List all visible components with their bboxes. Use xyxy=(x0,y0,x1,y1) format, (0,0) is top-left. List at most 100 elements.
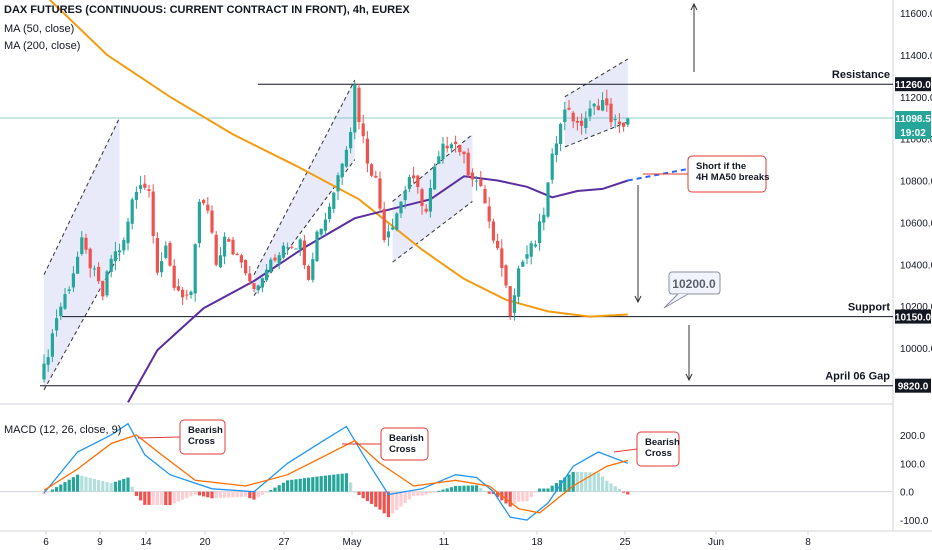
ma50-legend[interactable]: MA (50, close) xyxy=(4,23,75,35)
candle-body[interactable] xyxy=(571,112,575,122)
candle-body[interactable] xyxy=(580,120,584,126)
candle-body[interactable] xyxy=(466,152,470,176)
candle-body[interactable] xyxy=(147,189,151,192)
candle-body[interactable] xyxy=(433,166,437,190)
candle-body[interactable] xyxy=(197,201,201,244)
candle-body[interactable] xyxy=(97,266,101,282)
candle-body[interactable] xyxy=(416,175,420,188)
candle-body[interactable] xyxy=(151,191,155,236)
candle-body[interactable] xyxy=(223,236,227,257)
candle-body[interactable] xyxy=(563,109,567,122)
candle-body[interactable] xyxy=(428,187,432,212)
candle-body[interactable] xyxy=(470,172,474,180)
candle-body[interactable] xyxy=(407,177,411,189)
candle-body[interactable] xyxy=(139,185,143,189)
candle-body[interactable] xyxy=(113,251,117,262)
candle-body[interactable] xyxy=(479,179,483,187)
candle-body[interactable] xyxy=(130,199,134,224)
candle-body[interactable] xyxy=(462,151,466,155)
candle-body[interactable] xyxy=(164,245,168,259)
candle-body[interactable] xyxy=(391,227,395,230)
candle-body[interactable] xyxy=(374,175,378,178)
candle-body[interactable] xyxy=(122,240,126,251)
candle-body[interactable] xyxy=(126,221,130,244)
candle-body[interactable] xyxy=(109,258,113,272)
candle-body[interactable] xyxy=(185,294,189,296)
candle-body[interactable] xyxy=(441,143,445,160)
candle-body[interactable] xyxy=(424,208,428,212)
candle-body[interactable] xyxy=(315,231,319,262)
candle-body[interactable] xyxy=(437,156,441,164)
candle-body[interactable] xyxy=(71,273,75,288)
candle-body[interactable] xyxy=(239,255,243,263)
candle-body[interactable] xyxy=(76,256,80,274)
macd-legend[interactable]: MACD (12, 26, close, 9) xyxy=(4,424,122,436)
candle-body[interactable] xyxy=(344,149,348,167)
candle-body[interactable] xyxy=(382,208,386,241)
candle-body[interactable] xyxy=(290,246,294,248)
candle-body[interactable] xyxy=(101,280,105,297)
candle-body[interactable] xyxy=(378,178,382,209)
candle-body[interactable] xyxy=(395,213,399,230)
candle-body[interactable] xyxy=(248,273,252,282)
candle-body[interactable] xyxy=(281,245,285,258)
candle-body[interactable] xyxy=(336,175,340,192)
candle-body[interactable] xyxy=(277,255,281,264)
candle-body[interactable] xyxy=(353,85,357,133)
candle-body[interactable] xyxy=(575,120,579,123)
candle-body[interactable] xyxy=(420,189,424,206)
candle-body[interactable] xyxy=(533,244,537,247)
candle-body[interactable] xyxy=(529,243,533,257)
candle-body[interactable] xyxy=(218,255,222,268)
candle-body[interactable] xyxy=(483,188,487,204)
candle-body[interactable] xyxy=(491,221,495,241)
candle-body[interactable] xyxy=(601,100,605,111)
candle-body[interactable] xyxy=(231,239,235,255)
candle-body[interactable] xyxy=(286,247,290,249)
candle-body[interactable] xyxy=(554,143,558,156)
candle-body[interactable] xyxy=(252,283,256,289)
candle-body[interactable] xyxy=(105,271,109,296)
candle-body[interactable] xyxy=(227,239,231,242)
candle-body[interactable] xyxy=(118,250,122,253)
candle-body[interactable] xyxy=(517,268,521,297)
candle-body[interactable] xyxy=(134,191,138,200)
candle-body[interactable] xyxy=(311,259,315,280)
candle-body[interactable] xyxy=(235,254,239,256)
candle-body[interactable] xyxy=(386,231,390,238)
ma200-legend[interactable]: MA (200, close) xyxy=(4,40,81,52)
candle-body[interactable] xyxy=(596,105,600,111)
candle-body[interactable] xyxy=(588,108,592,117)
candle-body[interactable] xyxy=(332,192,336,209)
candle-body[interactable] xyxy=(521,261,525,267)
candle-body[interactable] xyxy=(84,237,88,250)
candle-body[interactable] xyxy=(55,318,59,331)
candle-body[interactable] xyxy=(512,295,516,313)
candle-body[interactable] xyxy=(307,265,311,280)
candle-body[interactable] xyxy=(67,289,71,291)
candle-body[interactable] xyxy=(365,138,369,164)
candle-body[interactable] xyxy=(202,199,206,204)
candle-body[interactable] xyxy=(143,183,147,188)
candle-body[interactable] xyxy=(42,363,46,380)
candle-body[interactable] xyxy=(399,201,403,214)
candle-body[interactable] xyxy=(319,228,323,235)
candle-body[interactable] xyxy=(160,261,164,273)
candle-body[interactable] xyxy=(340,163,344,178)
candle-body[interactable] xyxy=(189,291,193,295)
candle-body[interactable] xyxy=(357,87,361,123)
candle-body[interactable] xyxy=(538,221,542,244)
candle-body[interactable] xyxy=(626,118,630,125)
candle-body[interactable] xyxy=(210,210,214,233)
candle-body[interactable] xyxy=(176,286,180,291)
candle-body[interactable] xyxy=(244,260,248,274)
candle-body[interactable] xyxy=(487,206,491,222)
candle-body[interactable] xyxy=(559,123,563,144)
candle-body[interactable] xyxy=(328,206,332,219)
candle-body[interactable] xyxy=(88,248,92,269)
candle-body[interactable] xyxy=(269,259,273,273)
candle-body[interactable] xyxy=(302,240,306,266)
candle-body[interactable] xyxy=(496,240,500,249)
candle-body[interactable] xyxy=(445,145,449,149)
candle-body[interactable] xyxy=(550,153,554,180)
